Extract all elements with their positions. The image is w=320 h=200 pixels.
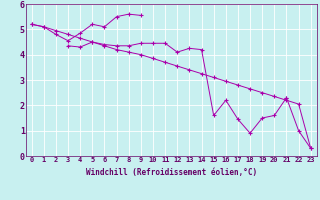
X-axis label: Windchill (Refroidissement éolien,°C): Windchill (Refroidissement éolien,°C) <box>86 168 257 177</box>
